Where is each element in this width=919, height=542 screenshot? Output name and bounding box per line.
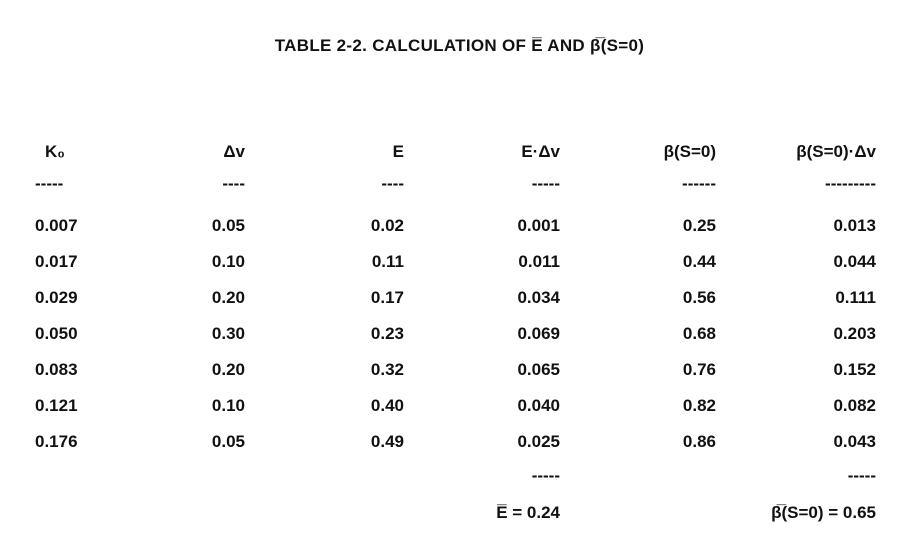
cell: 0.82: [682, 396, 716, 415]
cell: 0.23: [370, 324, 404, 343]
cell: 0.152: [833, 360, 876, 379]
separator: -----: [35, 174, 64, 193]
separator: ----: [381, 174, 404, 193]
cell: 0.034: [517, 288, 560, 307]
column-header: K₀: [45, 142, 65, 161]
cell: 0.029: [35, 288, 78, 307]
separator: ------: [682, 174, 716, 193]
separator: -----: [531, 466, 560, 485]
cell: 0.76: [682, 360, 716, 379]
column-header: E·Δv: [521, 142, 560, 161]
cell: 0.017: [35, 252, 78, 271]
cell: 0.083: [35, 360, 78, 379]
cell: 0.013: [833, 216, 876, 235]
cell: 0.082: [833, 396, 876, 415]
cell: 0.20: [211, 288, 245, 307]
cell: 0.05: [211, 432, 245, 451]
cell: 0.001: [517, 216, 560, 235]
cell: 0.30: [211, 324, 245, 343]
separator: -----: [531, 174, 560, 193]
cell: 0.11: [371, 252, 404, 271]
column-header: β(S=0)·Δv: [796, 142, 876, 161]
cell: 0.203: [833, 324, 876, 343]
cell: 0.05: [211, 216, 245, 235]
cell: 0.069: [517, 324, 560, 343]
cell: 0.44: [682, 252, 716, 271]
cell: 0.065: [517, 360, 560, 379]
column-header: E: [392, 142, 404, 161]
cell: 0.043: [833, 432, 876, 451]
cell: 0.007: [35, 216, 78, 235]
cell: 0.050: [35, 324, 78, 343]
cell: 0.68: [682, 324, 716, 343]
column-header: Δv: [223, 142, 245, 161]
column-header: β(S=0): [663, 142, 716, 161]
cell: 0.49: [370, 432, 404, 451]
mean-value: E̅ = 0.24: [496, 503, 560, 522]
cell: 0.40: [370, 396, 404, 415]
cell: 0.025: [517, 432, 560, 451]
cell: 0.20: [211, 360, 245, 379]
separator: -----: [847, 466, 876, 485]
separator: ---------: [825, 174, 876, 193]
cell: 0.02: [370, 216, 404, 235]
cell: 0.86: [682, 432, 716, 451]
cell: 0.56: [682, 288, 716, 307]
cell: 0.10: [211, 252, 245, 271]
cell: 0.176: [35, 432, 78, 451]
cell: 0.25: [682, 216, 716, 235]
cell: 0.121: [35, 396, 78, 415]
cell: 0.32: [370, 360, 404, 379]
cell: 0.111: [835, 288, 876, 307]
cell: 0.011: [518, 252, 560, 271]
separator: ----: [222, 174, 245, 193]
cell: 0.17: [370, 288, 404, 307]
cell: 0.10: [211, 396, 245, 415]
cell: 0.040: [517, 396, 560, 415]
cell: 0.044: [833, 252, 876, 271]
mean-value: β̅(S=0) = 0.65: [771, 503, 876, 522]
table-title: TABLE 2-2. CALCULATION OF E̅ AND β̅(S=0): [274, 36, 645, 55]
